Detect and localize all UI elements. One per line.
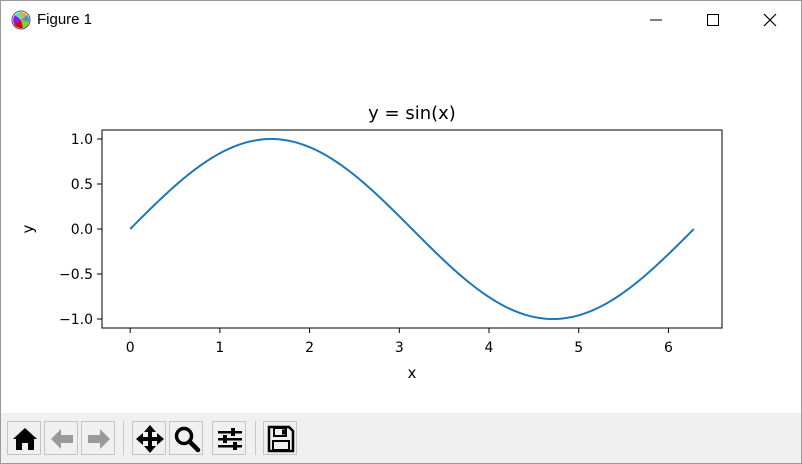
move-icon — [136, 425, 164, 453]
pan-button[interactable] — [132, 421, 166, 455]
chart-title: y = sin(x) — [368, 103, 456, 124]
sliders-icon — [218, 428, 242, 450]
navigation-toolbar — [1, 413, 801, 463]
y-tick-label: −1.0 — [59, 312, 93, 328]
window-title: Figure 1 — [37, 11, 93, 28]
floppy-disk-icon — [267, 425, 295, 453]
y-axis-label: y — [19, 224, 37, 233]
series-line-sin — [129, 137, 695, 321]
y-tick-label: 0.0 — [71, 222, 93, 238]
plot-area[interactable]: y = sin(x) 0 1 2 3 4 5 6 1.0 0.5 0.0 −0.5 −1.0 x y — [1, 39, 801, 413]
zoom-button[interactable] — [169, 421, 203, 455]
arrow-right-icon — [88, 429, 110, 449]
x-tick-label: 3 — [395, 340, 404, 356]
magnifier-icon — [174, 426, 201, 453]
minimize-button[interactable] — [633, 1, 679, 39]
y-tick-label: −0.5 — [59, 267, 93, 283]
x-tick-label: 5 — [574, 340, 583, 356]
y-tick-label: 0.5 — [71, 177, 93, 193]
x-axis-label: x — [408, 364, 417, 382]
close-icon — [763, 13, 777, 27]
minimize-icon — [650, 19, 662, 21]
home-icon — [13, 428, 37, 450]
home-button[interactable] — [7, 421, 41, 455]
forward-button[interactable] — [81, 421, 115, 455]
title-bar[interactable]: Figure 1 — [1, 1, 801, 39]
arrow-left-icon — [51, 429, 73, 449]
x-tick-label: 4 — [485, 340, 494, 356]
back-button[interactable] — [44, 421, 78, 455]
x-tick-label: 1 — [215, 340, 224, 356]
y-tick-label: 1.0 — [71, 132, 93, 148]
x-tick-label: 6 — [664, 340, 673, 356]
configure-subplots-button[interactable] — [212, 421, 246, 455]
toolbar-separator — [255, 421, 256, 455]
figure-canvas[interactable]: y = sin(x) 0 1 2 3 4 5 6 1.0 0.5 0.0 −0.5 −1.0 x y — [1, 39, 801, 413]
y-axis-ticks: 1.0 0.5 0.0 −0.5 −1.0 — [59, 132, 102, 328]
close-button[interactable] — [747, 1, 793, 39]
x-tick-label: 2 — [305, 340, 314, 356]
matplotlib-logo-icon — [11, 10, 31, 30]
x-tick-label: 0 — [126, 340, 135, 356]
save-button[interactable] — [263, 421, 297, 455]
toolbar-separator — [123, 421, 124, 455]
maximize-button[interactable] — [690, 1, 736, 39]
maximize-icon — [707, 14, 719, 26]
x-axis-ticks: 0 1 2 3 4 5 6 — [126, 328, 673, 356]
